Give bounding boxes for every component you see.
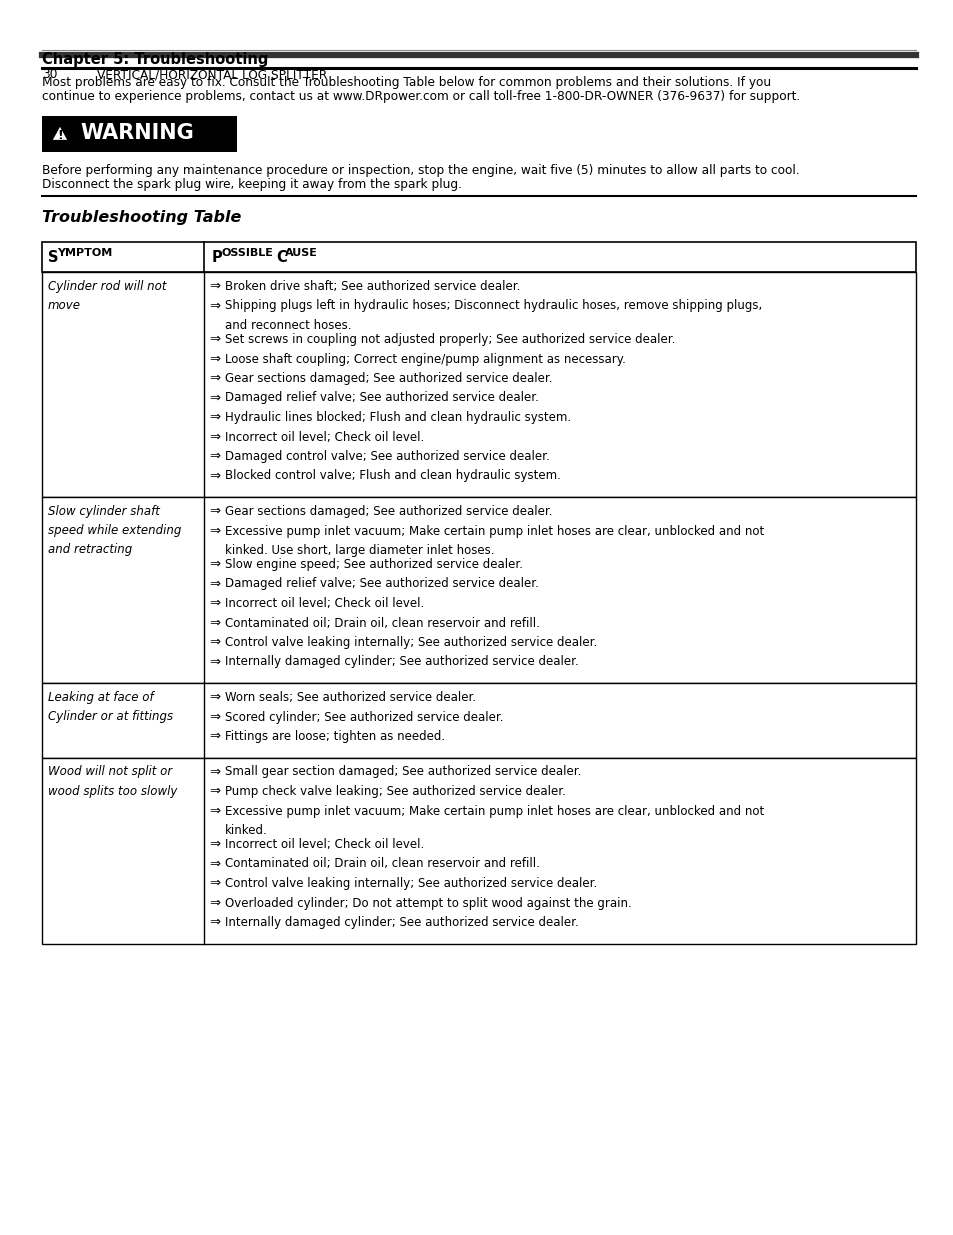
Text: Small gear section damaged; See authorized service dealer.: Small gear section damaged; See authoriz… bbox=[225, 766, 580, 778]
Text: Loose shaft coupling; Correct engine/pump alignment as necessary.: Loose shaft coupling; Correct engine/pum… bbox=[225, 352, 625, 366]
Text: ⇒: ⇒ bbox=[209, 897, 220, 909]
Text: VERTICAL/HORIZONTAL LOG SPLITTER: VERTICAL/HORIZONTAL LOG SPLITTER bbox=[97, 68, 327, 82]
Text: Internally damaged cylinder; See authorized service dealer.: Internally damaged cylinder; See authori… bbox=[225, 656, 578, 668]
Text: YMPTOM: YMPTOM bbox=[57, 248, 112, 258]
Text: ⇒: ⇒ bbox=[209, 469, 220, 483]
Text: ⇒: ⇒ bbox=[209, 730, 220, 743]
Text: Control valve leaking internally; See authorized service dealer.: Control valve leaking internally; See au… bbox=[225, 636, 597, 650]
Text: Slow cylinder shaft
speed while extending
and retracting: Slow cylinder shaft speed while extendin… bbox=[48, 505, 181, 556]
Text: Troubleshooting Table: Troubleshooting Table bbox=[42, 210, 241, 225]
Text: Contaminated oil; Drain oil, clean reservoir and refill.: Contaminated oil; Drain oil, clean reser… bbox=[225, 857, 539, 871]
Text: ⇒: ⇒ bbox=[209, 578, 220, 590]
Text: kinked.: kinked. bbox=[225, 824, 268, 837]
Bar bbox=[42, 496, 915, 683]
Polygon shape bbox=[52, 127, 67, 140]
Bar bbox=[42, 116, 236, 152]
Text: Before performing any maintenance procedure or inspection, stop the engine, wait: Before performing any maintenance proced… bbox=[42, 164, 799, 177]
Text: Damaged relief valve; See authorized service dealer.: Damaged relief valve; See authorized ser… bbox=[225, 391, 538, 405]
Text: ⇒: ⇒ bbox=[209, 280, 220, 293]
Text: P: P bbox=[212, 249, 222, 266]
Text: ⇒: ⇒ bbox=[209, 710, 220, 724]
Text: Blocked control valve; Flush and clean hydraulic system.: Blocked control valve; Flush and clean h… bbox=[225, 469, 560, 483]
Text: ⇒: ⇒ bbox=[209, 505, 220, 517]
Text: Damaged control valve; See authorized service dealer.: Damaged control valve; See authorized se… bbox=[225, 450, 549, 463]
Text: Excessive pump inlet vacuum; Make certain pump inlet hoses are clear, unblocked : Excessive pump inlet vacuum; Make certai… bbox=[225, 804, 763, 818]
Text: Control valve leaking internally; See authorized service dealer.: Control valve leaking internally; See au… bbox=[225, 877, 597, 890]
Text: ⇒: ⇒ bbox=[209, 300, 220, 312]
Text: Damaged relief valve; See authorized service dealer.: Damaged relief valve; See authorized ser… bbox=[225, 578, 538, 590]
Text: and reconnect hoses.: and reconnect hoses. bbox=[225, 319, 351, 332]
Text: ⇒: ⇒ bbox=[209, 857, 220, 871]
Text: ⇒: ⇒ bbox=[209, 839, 220, 851]
Text: ⇒: ⇒ bbox=[209, 916, 220, 929]
Text: Cylinder rod will not
move: Cylinder rod will not move bbox=[48, 280, 167, 312]
Text: ⇒: ⇒ bbox=[209, 636, 220, 650]
Text: C: C bbox=[275, 249, 287, 266]
Text: ⇒: ⇒ bbox=[209, 785, 220, 798]
Text: Incorrect oil level; Check oil level.: Incorrect oil level; Check oil level. bbox=[225, 597, 424, 610]
Text: AUSE: AUSE bbox=[285, 248, 317, 258]
Text: Incorrect oil level; Check oil level.: Incorrect oil level; Check oil level. bbox=[225, 839, 424, 851]
Text: Incorrect oil level; Check oil level.: Incorrect oil level; Check oil level. bbox=[225, 431, 424, 443]
Text: WARNING: WARNING bbox=[80, 124, 193, 143]
Text: Gear sections damaged; See authorized service dealer.: Gear sections damaged; See authorized se… bbox=[225, 372, 552, 385]
Text: OSSIBLE: OSSIBLE bbox=[221, 248, 274, 258]
Bar bbox=[42, 242, 915, 272]
Bar bbox=[42, 757, 915, 944]
Bar bbox=[42, 272, 915, 496]
Bar bbox=[42, 683, 915, 757]
Text: Most problems are easy to fix. Consult the Troubleshooting Table below for commo: Most problems are easy to fix. Consult t… bbox=[42, 77, 770, 89]
Text: continue to experience problems, contact us at www.DRpower.com or call toll-free: continue to experience problems, contact… bbox=[42, 90, 800, 103]
Text: Hydraulic lines blocked; Flush and clean hydraulic system.: Hydraulic lines blocked; Flush and clean… bbox=[225, 411, 571, 424]
Text: 30: 30 bbox=[42, 68, 57, 82]
Text: Disconnect the spark plug wire, keeping it away from the spark plug.: Disconnect the spark plug wire, keeping … bbox=[42, 178, 461, 191]
Text: !: ! bbox=[57, 128, 63, 142]
Text: ⇒: ⇒ bbox=[209, 558, 220, 571]
Text: ⇒: ⇒ bbox=[209, 333, 220, 346]
Text: ⇒: ⇒ bbox=[209, 877, 220, 890]
Text: ⇒: ⇒ bbox=[209, 597, 220, 610]
Text: ⇒: ⇒ bbox=[209, 450, 220, 463]
Text: Shipping plugs left in hydraulic hoses; Disconnect hydraulic hoses, remove shipp: Shipping plugs left in hydraulic hoses; … bbox=[225, 300, 761, 312]
Text: Contaminated oil; Drain oil, clean reservoir and refill.: Contaminated oil; Drain oil, clean reser… bbox=[225, 616, 539, 630]
Text: Broken drive shaft; See authorized service dealer.: Broken drive shaft; See authorized servi… bbox=[225, 280, 519, 293]
Text: Internally damaged cylinder; See authorized service dealer.: Internally damaged cylinder; See authori… bbox=[225, 916, 578, 929]
Text: ⇒: ⇒ bbox=[209, 656, 220, 668]
Text: Gear sections damaged; See authorized service dealer.: Gear sections damaged; See authorized se… bbox=[225, 505, 552, 517]
Text: Pump check valve leaking; See authorized service dealer.: Pump check valve leaking; See authorized… bbox=[225, 785, 565, 798]
Text: Worn seals; See authorized service dealer.: Worn seals; See authorized service deale… bbox=[225, 692, 476, 704]
Text: S: S bbox=[48, 249, 58, 266]
Text: Leaking at face of
Cylinder or at fittings: Leaking at face of Cylinder or at fittin… bbox=[48, 692, 172, 722]
Text: ⇒: ⇒ bbox=[209, 616, 220, 630]
Text: Chapter 5: Troubleshooting: Chapter 5: Troubleshooting bbox=[42, 52, 268, 67]
Text: Overloaded cylinder; Do not attempt to split wood against the grain.: Overloaded cylinder; Do not attempt to s… bbox=[225, 897, 631, 909]
Text: Set screws in coupling not adjusted properly; See authorized service dealer.: Set screws in coupling not adjusted prop… bbox=[225, 333, 675, 346]
Text: kinked. Use short, large diameter inlet hoses.: kinked. Use short, large diameter inlet … bbox=[225, 543, 494, 557]
Text: Slow engine speed; See authorized service dealer.: Slow engine speed; See authorized servic… bbox=[225, 558, 522, 571]
Text: ⇒: ⇒ bbox=[209, 431, 220, 443]
Text: ⇒: ⇒ bbox=[209, 692, 220, 704]
Text: Scored cylinder; See authorized service dealer.: Scored cylinder; See authorized service … bbox=[225, 710, 503, 724]
Text: ⇒: ⇒ bbox=[209, 766, 220, 778]
Text: ⇒: ⇒ bbox=[209, 525, 220, 537]
Text: ⇒: ⇒ bbox=[209, 804, 220, 818]
Text: ⇒: ⇒ bbox=[209, 352, 220, 366]
Text: Excessive pump inlet vacuum; Make certain pump inlet hoses are clear, unblocked : Excessive pump inlet vacuum; Make certai… bbox=[225, 525, 763, 537]
Text: Fittings are loose; tighten as needed.: Fittings are loose; tighten as needed. bbox=[225, 730, 445, 743]
Text: ⇒: ⇒ bbox=[209, 372, 220, 385]
Text: ⇒: ⇒ bbox=[209, 411, 220, 424]
Text: ⇒: ⇒ bbox=[209, 391, 220, 405]
Text: Wood will not split or
wood splits too slowly: Wood will not split or wood splits too s… bbox=[48, 766, 177, 798]
